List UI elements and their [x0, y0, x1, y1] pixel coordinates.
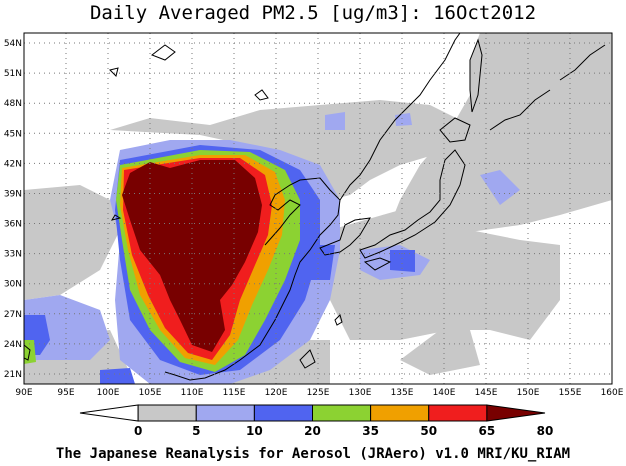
graticule — [24, 33, 612, 384]
lat-tick-label: 39N — [4, 189, 22, 199]
colorbar-swatch — [137, 404, 197, 422]
colorbar-swatch — [79, 404, 139, 422]
colorbar-level-label: 20 — [304, 424, 321, 438]
colorbar-swatch — [486, 404, 546, 422]
colorbar-swatch — [195, 404, 255, 422]
lat-tick-label: 30N — [4, 280, 22, 290]
colorbar-level-label: 50 — [420, 424, 437, 438]
lon-tick-label: 110E — [181, 388, 204, 398]
colorbar-swatch — [312, 404, 372, 422]
lon-tick-label: 140E — [433, 388, 456, 398]
lat-tick-label: 42N — [4, 159, 22, 169]
lon-tick-label: 100E — [97, 388, 120, 398]
latitude-axis: 21N 24N 27N 30N 33N 36N 39N 42N 45N 48N 51N 54N — [4, 39, 22, 380]
colorbar-level-label: 80 — [537, 424, 554, 438]
lat-tick-label: 33N — [4, 250, 22, 260]
lon-tick-label: 115E — [223, 388, 246, 398]
colorbar-level-label: 65 — [479, 424, 496, 438]
lon-tick-label: 105E — [139, 388, 162, 398]
lat-tick-label: 48N — [4, 99, 22, 109]
colorbar-swatch — [428, 404, 488, 422]
lon-tick-label: 90E — [15, 388, 32, 398]
colorbar: 0 5 10 20 35 50 65 80 — [79, 404, 554, 438]
colorbar-swatch — [253, 404, 313, 422]
lon-tick-label: 135E — [391, 388, 414, 398]
map-title: Daily Averaged PM2.5 [ug/m3]: 16Oct2012 — [89, 2, 537, 24]
lat-tick-label: 21N — [4, 370, 22, 380]
lon-tick-label: 95E — [57, 388, 74, 398]
colorbar-level-label: 10 — [246, 424, 263, 438]
lon-tick-label: 120E — [265, 388, 288, 398]
lat-tick-label: 54N — [4, 39, 22, 49]
plot-area — [24, 33, 612, 384]
lon-tick-label: 155E — [559, 388, 582, 398]
colorbar-swatch — [370, 404, 430, 422]
lat-tick-label: 27N — [4, 310, 22, 320]
lon-tick-label: 125E — [307, 388, 330, 398]
longitude-axis: 90E 95E 100E 105E 110E 115E 120E 125E 130E 135E 14… — [15, 388, 623, 398]
colorbar-level-label: 35 — [362, 424, 379, 438]
map-frame — [23, 32, 613, 385]
coastlines — [24, 33, 606, 381]
lat-tick-label: 51N — [4, 69, 22, 79]
lon-tick-label: 160E — [601, 388, 624, 398]
lon-tick-label: 145E — [475, 388, 498, 398]
colorbar-level-label: 0 — [134, 424, 142, 438]
lon-tick-label: 150E — [517, 388, 540, 398]
contour-over-80 — [122, 160, 262, 352]
lat-tick-label: 24N — [4, 340, 22, 350]
lon-tick-label: 130E — [349, 388, 372, 398]
lat-tick-label: 45N — [4, 129, 22, 139]
colorbar-level-label: 5 — [192, 424, 200, 438]
credit-line: The Japanese Reanalysis for Aerosol (JRA… — [55, 446, 571, 462]
lat-tick-label: 36N — [4, 220, 22, 230]
